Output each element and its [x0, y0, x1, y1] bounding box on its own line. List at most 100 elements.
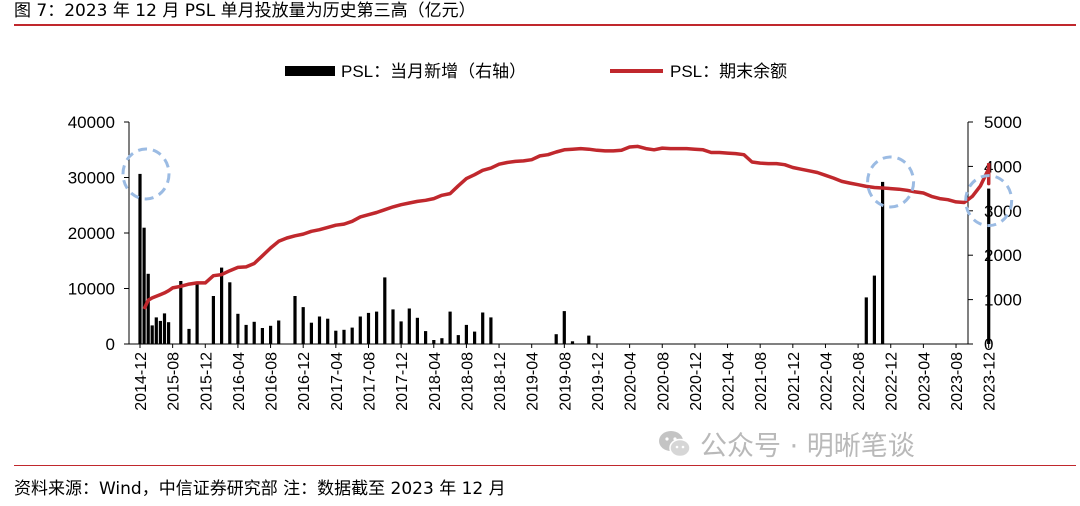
footer-divider — [14, 465, 1076, 466]
bar-series — [138, 173, 991, 344]
bar — [391, 309, 395, 344]
bar — [187, 328, 191, 344]
left-axis-tick-label: 0 — [106, 335, 115, 354]
x-tick-label: 2021-04 — [721, 352, 738, 411]
x-tick-label: 2021-08 — [753, 352, 770, 411]
x-tick-label: 2014-12 — [133, 352, 150, 411]
bar — [415, 317, 419, 344]
bar — [407, 308, 411, 344]
bar — [864, 297, 868, 344]
bar — [350, 327, 354, 344]
wechat-logo-icon — [659, 430, 691, 457]
right-axis-tick-label: 4000 — [984, 157, 1022, 176]
x-tick-label: 2016-08 — [264, 352, 281, 411]
x-tick-label: 2020-12 — [688, 352, 705, 411]
bar — [260, 328, 264, 344]
chart-legend: PSL：当月新增（右轴） PSL：期末余额 — [285, 62, 787, 81]
bar — [326, 318, 330, 344]
line-series — [142, 144, 991, 310]
highlight-circle — [866, 155, 916, 209]
highlight-circle — [964, 174, 1014, 228]
bar — [293, 296, 297, 344]
left-axis-tick-label: 20000 — [68, 224, 115, 243]
bar — [366, 312, 371, 344]
title-divider — [14, 24, 1076, 26]
bar — [554, 334, 558, 344]
bar — [167, 322, 171, 344]
x-tick-label: 2017-04 — [329, 352, 346, 411]
bar — [987, 188, 991, 344]
x-tick-label: 2018-08 — [459, 352, 476, 411]
x-tick-label: 2022-08 — [851, 352, 868, 411]
watermark-text: 公众号 · 明晰笔谈 — [700, 431, 915, 462]
legend-bar-label: PSL：当月新增（右轴） — [341, 62, 526, 81]
x-tick-label: 2017-12 — [394, 352, 411, 411]
bar — [150, 325, 154, 344]
bar — [562, 311, 566, 344]
bar — [570, 341, 575, 344]
bar — [448, 311, 452, 344]
x-tick-label: 2018-04 — [427, 352, 444, 411]
bar — [236, 313, 240, 344]
x-tick-label: 2016-12 — [296, 352, 313, 411]
x-tick-label: 2019-04 — [525, 352, 542, 411]
bar — [309, 322, 313, 344]
bar — [473, 331, 477, 344]
bar — [211, 296, 215, 344]
x-tick-label: 2022-04 — [818, 352, 835, 411]
bar — [220, 267, 224, 344]
x-tick-label: 2017-08 — [361, 352, 378, 411]
left-axis-tick-label: 40000 — [68, 113, 115, 132]
bar — [334, 330, 338, 344]
x-tick-label: 2023-04 — [916, 352, 933, 411]
bar — [179, 281, 183, 344]
bar — [269, 325, 273, 344]
bar — [456, 335, 460, 344]
bar — [358, 316, 362, 344]
bar — [440, 338, 444, 344]
x-tick-label: 2018-12 — [492, 352, 509, 411]
bar — [277, 320, 281, 344]
x-tick-label: 2023-08 — [949, 352, 966, 411]
bar — [244, 324, 248, 344]
bar — [464, 324, 468, 344]
source-note: 资料来源：Wind，中信证券研究部 注：数据截至 2023 年 12 月 — [14, 479, 506, 499]
x-tick-labels: 2014-12 2015-08 2015-12 2016-04 2016-08 2016-… — [133, 344, 999, 411]
bar — [301, 307, 305, 344]
figure-title: 图 7：2023 年 12 月 PSL 单月投放量为历史第三高（亿元） — [14, 1, 476, 21]
x-tick-label: 2022-12 — [884, 352, 901, 411]
x-tick-label: 2019-08 — [557, 352, 574, 411]
bar — [342, 329, 346, 344]
x-tick-label: 2021-12 — [786, 352, 803, 411]
bar — [138, 173, 142, 344]
axes: 0100002000030000400000100020003000400050… — [68, 113, 1022, 354]
bar — [587, 335, 591, 344]
x-tick-label: 2023-12 — [982, 352, 999, 411]
x-tick-label: 2020-08 — [655, 352, 672, 411]
right-axis-tick-label: 5000 — [984, 113, 1022, 132]
bar — [158, 320, 162, 344]
bar — [481, 312, 485, 344]
left-axis-tick-label: 30000 — [68, 169, 115, 188]
bar — [383, 277, 387, 344]
x-tick-label: 2015-12 — [198, 352, 215, 411]
bar — [399, 321, 403, 344]
bar — [424, 331, 428, 344]
bar — [252, 321, 256, 344]
bar — [228, 282, 232, 344]
x-tick-label: 2019-12 — [590, 352, 607, 411]
x-tick-label: 2015-08 — [166, 352, 183, 411]
right-axis-tick-label: 2000 — [984, 246, 1022, 265]
legend-bar-swatch — [285, 66, 335, 76]
bar — [375, 311, 379, 344]
bar — [142, 227, 146, 344]
right-axis-tick-label: 1000 — [984, 291, 1022, 310]
left-axis-tick-label: 10000 — [68, 280, 115, 299]
x-tick-label: 2020-04 — [623, 352, 640, 411]
legend-line-label: PSL：期末余额 — [670, 62, 787, 81]
bar — [432, 340, 436, 344]
bar — [489, 317, 493, 344]
bar — [154, 317, 158, 344]
bar — [146, 273, 150, 344]
bar — [317, 316, 322, 344]
